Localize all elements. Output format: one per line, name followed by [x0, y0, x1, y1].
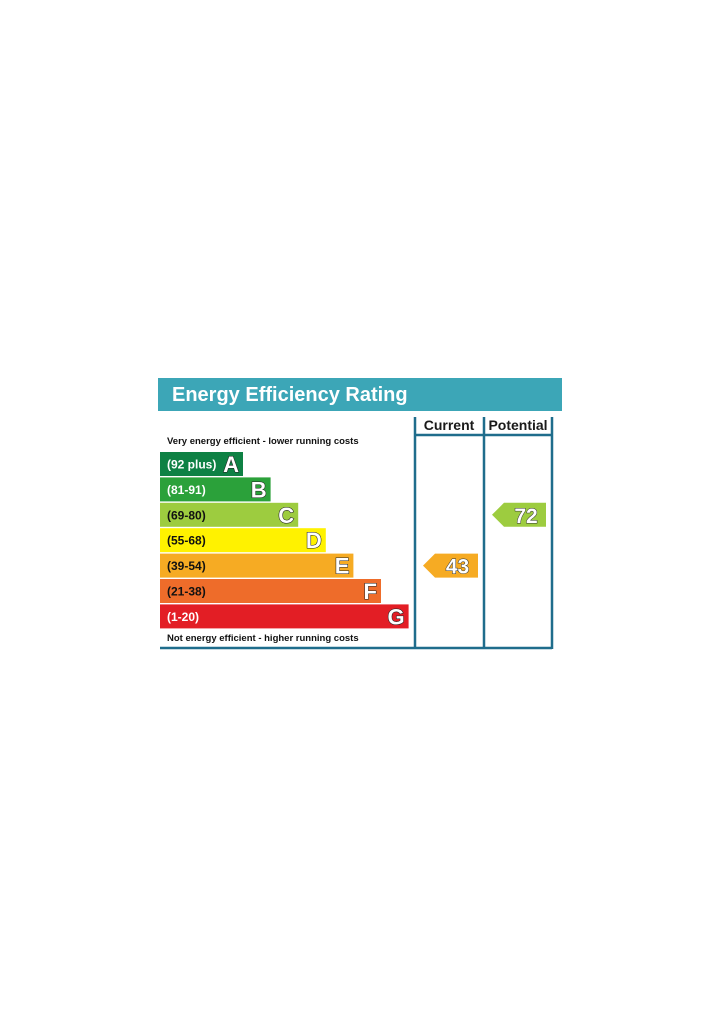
current-rating-arrow-value: 43 — [446, 556, 469, 579]
rating-bands: (92 plus) A(81-91) B(69-80) C(55-68) D(39-54… — [160, 451, 409, 630]
potential-rating-arrow-value: 72 — [514, 505, 537, 528]
band-letter: G — [387, 604, 404, 629]
band-bar-a — [160, 452, 243, 476]
chart-frame — [160, 417, 554, 650]
rating-arrows: 43 72 — [423, 502, 546, 579]
band-f: (21-38) F — [160, 578, 381, 605]
band-a: (92 plus) A — [160, 451, 243, 478]
band-g: (1-20) G — [160, 604, 409, 630]
band-bar-b — [160, 477, 271, 502]
band-letter: B — [251, 477, 267, 502]
band-range-label: (1-20) — [167, 610, 199, 624]
potential-rating-arrow-shape — [492, 502, 546, 527]
potential-rating-arrow: 72 — [492, 502, 546, 528]
band-range-label: (39-54) — [167, 559, 206, 573]
bottom-efficiency-note: Not energy efficient - higher running co… — [167, 633, 359, 644]
band-range-label: (92 plus) — [167, 458, 216, 472]
band-d: (55-68) D — [160, 528, 326, 554]
top-efficiency-note: Very energy efficient - lower running co… — [167, 436, 359, 447]
band-letter: E — [335, 554, 350, 579]
band-bar-f — [160, 579, 381, 603]
current-rating-arrow: 43 — [423, 553, 478, 579]
band-bar-g — [160, 604, 409, 629]
band-letter: F — [364, 579, 377, 604]
band-range-label: (81-91) — [167, 483, 206, 497]
band-e: (39-54) E — [160, 553, 354, 579]
band-bar-c — [160, 502, 299, 527]
band-range-label: (69-80) — [167, 508, 206, 522]
band-letter: A — [223, 452, 239, 477]
band-bar-d — [160, 528, 326, 553]
band-b: (81-91) B — [160, 477, 271, 503]
current-rating-arrow-shape — [423, 553, 478, 578]
band-range-label: (55-68) — [167, 534, 206, 548]
band-bar-e — [160, 553, 354, 578]
chart-header-bar — [158, 378, 562, 411]
chart-title: Energy Efficiency Rating — [172, 384, 408, 406]
potential-column-header: Potential — [488, 417, 547, 433]
band-letter: C — [278, 503, 294, 528]
band-c: (69-80) C — [160, 502, 299, 528]
current-column-header: Current — [424, 417, 475, 433]
band-letter: D — [306, 528, 322, 553]
band-range-label: (21-38) — [167, 585, 206, 599]
